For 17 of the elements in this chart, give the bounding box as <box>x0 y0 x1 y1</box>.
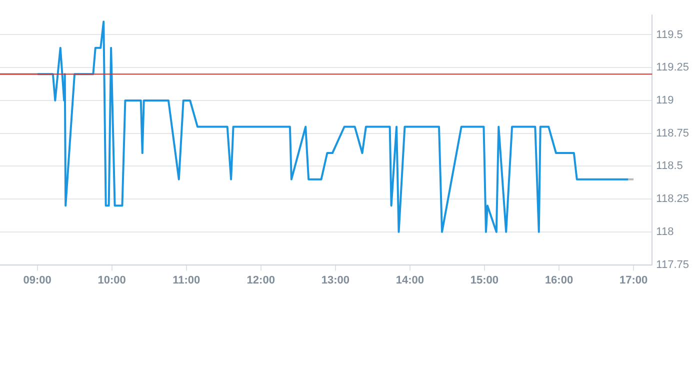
y-tick-label: 118.5 <box>656 160 683 172</box>
y-tick-label: 118.25 <box>656 193 689 206</box>
y-tick-label: 119.5 <box>656 28 683 41</box>
x-tick-label: 12:00 <box>246 274 275 286</box>
x-tick-label: 11:00 <box>172 274 200 286</box>
x-tick-label: 16:00 <box>544 274 574 286</box>
y-tick-label: 118.75 <box>656 127 689 140</box>
y-tick-label: 119 <box>656 94 674 106</box>
y-tick-label: 118 <box>656 226 674 238</box>
y-tick-label: 119.25 <box>656 62 689 74</box>
x-tick-label: 14:00 <box>396 274 424 286</box>
x-tick-label: 15:00 <box>470 274 499 286</box>
x-tick-label: 09:00 <box>23 274 52 286</box>
x-tick-label: 10:00 <box>98 274 126 286</box>
x-tick-label: 17:00 <box>619 274 648 286</box>
y-tick-label: 117.75 <box>656 258 689 271</box>
x-tick-label: 13:00 <box>321 274 350 286</box>
